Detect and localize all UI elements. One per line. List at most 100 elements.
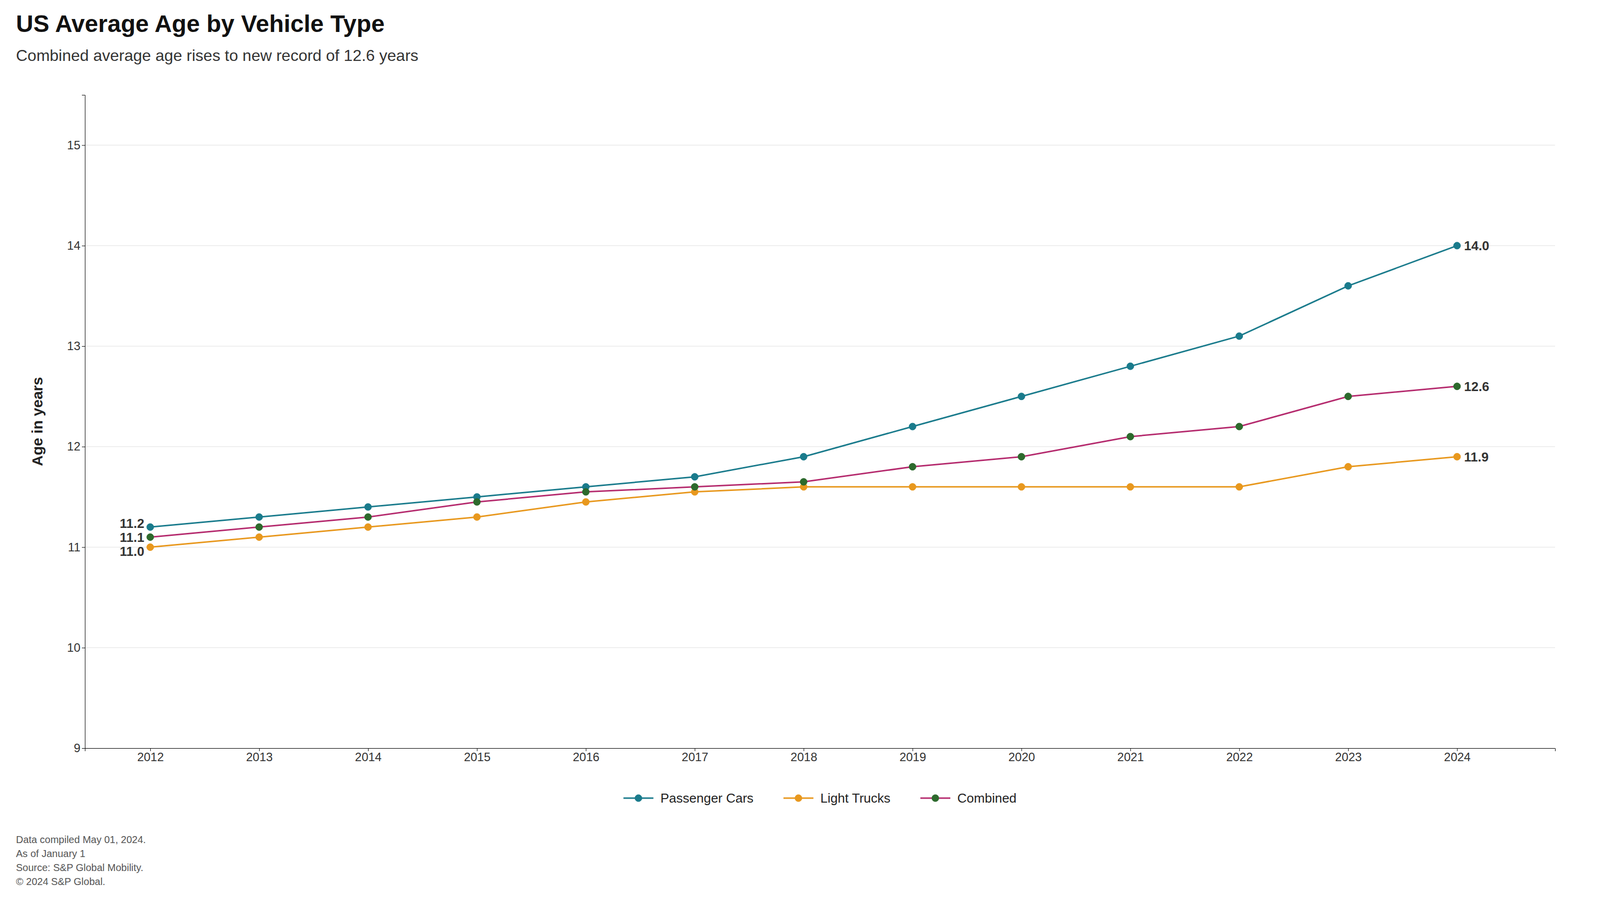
footnote: © 2024 S&P Global. [15,875,106,887]
series-marker [582,498,590,506]
series-marker [908,463,916,471]
series-marker [1127,483,1135,491]
grid-line-y [84,546,1556,548]
tick-label: 15 [66,138,81,152]
tick: 2014 [355,748,382,764]
tick: 2016 [572,748,600,764]
legend-swatch-marker [931,794,939,802]
series-marker [1127,432,1135,440]
tick-mark [81,145,85,146]
grid-line-y [84,144,1556,146]
tick-label: 10 [66,640,81,655]
footnote: As of January 1 [15,847,86,859]
tick: 2022 [1225,748,1253,764]
tick-mark [81,346,85,347]
legend-label: Light Trucks [820,790,891,806]
grid-line-y [84,446,1556,447]
tick-mark [81,647,85,649]
tick-label: 2014 [355,750,382,764]
series-marker [364,513,372,521]
tick-label: 2023 [1334,750,1362,764]
grid [84,145,1556,749]
legend-swatch-marker [634,794,642,802]
series-marker [1127,362,1135,370]
series-marker [1344,282,1352,290]
footnote: Source: S&P Global Mobility. [15,861,144,873]
chart-svg: US Average Age by Vehicle TypeCombined a… [0,0,1600,908]
tick-mark [81,245,85,247]
series-marker [1017,393,1025,400]
series-marker [1235,332,1243,340]
series-marker [908,483,916,491]
tick-label: 2024 [1444,750,1471,764]
y-axis: 9 10 11 12 13 14 15 [66,95,85,756]
tick-label: 2015 [463,750,491,764]
tick: 2015 [463,748,491,764]
series-marker [364,523,372,531]
grid-line-y [84,346,1556,347]
tick: 11 [67,540,85,554]
tick-label: 9 [73,741,81,755]
tick: 2013 [246,748,273,764]
legend-item: Light Trucks [783,790,891,806]
series-marker [255,533,263,541]
annotation: 11.9 [1464,449,1489,465]
series-marker [800,478,807,486]
tick-label: 2022 [1225,750,1253,764]
annotation: 12.6 [1464,379,1490,395]
annotations: 11.211.111.014.012.611.9 [119,238,1490,559]
series-marker [1453,242,1461,250]
tick: 9 [73,741,85,755]
plot-area [146,242,1461,551]
series-marker [1344,463,1352,471]
series-line [150,456,1458,547]
x-axis: 2012 2013 2014 2015 2016 2017 2018 2019 2020 2021… [85,748,1556,764]
series-marker [255,513,263,521]
tick: 2018 [790,748,817,764]
series-marker [146,533,154,541]
tick: 15 [66,138,85,152]
tick: 2012 [137,748,164,764]
tick-label: 2017 [681,750,709,764]
series-marker [1017,483,1025,491]
grid-line-y [84,245,1556,246]
tick: 10 [66,640,85,655]
y-axis-label: Age in years [28,377,46,466]
tick-label: 2012 [137,750,164,764]
chart-container: US Average Age by Vehicle TypeCombined a… [0,0,1600,908]
tick-label: 2016 [572,750,600,764]
tick-label: 11 [67,540,81,554]
tick: 13 [66,339,85,353]
legend-item: Combined [920,790,1017,806]
tick-mark [81,547,85,548]
annotation: 11.1 [119,529,145,545]
axis-line [81,95,86,749]
tick: 2019 [899,748,926,764]
series-line [150,245,1458,527]
tick-label: 2013 [246,750,273,764]
tick-label: 14 [66,238,81,253]
tick: 2020 [1008,748,1035,764]
series-marker [255,523,263,531]
tick-label: 12 [66,439,81,453]
tick: 2024 [1444,748,1471,764]
grid-line-y [84,647,1556,648]
tick-mark [81,446,85,447]
footnotes: Data compiled May 01, 2024.As of January… [15,833,146,887]
subtitle: Combined average age rises to new record… [15,46,419,65]
series-marker [1453,383,1461,391]
tick-label: 2020 [1008,750,1035,764]
tick: 2021 [1117,748,1144,764]
tick-label: 13 [66,339,81,353]
tick-label: 2019 [899,750,926,764]
series-marker [691,483,699,491]
series-marker [146,523,154,531]
series-marker [1235,483,1243,491]
legend-item: Passenger Cars [623,790,754,806]
annotation: 14.0 [1464,238,1490,254]
annotation: 11.2 [119,515,145,531]
tick: 14 [66,238,85,253]
series-marker [582,488,590,496]
tick: 12 [66,439,85,453]
series-marker [691,473,699,481]
